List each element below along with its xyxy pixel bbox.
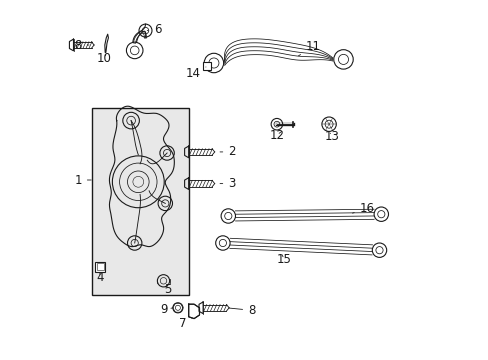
Text: 11: 11 <box>298 40 320 56</box>
Text: 9: 9 <box>161 303 173 316</box>
Text: 12: 12 <box>269 129 284 141</box>
Text: 5: 5 <box>164 283 172 296</box>
Text: 15: 15 <box>276 253 291 266</box>
Text: 7: 7 <box>178 317 191 330</box>
Text: 4: 4 <box>96 271 103 284</box>
Bar <box>95 262 105 272</box>
Text: 8: 8 <box>229 304 255 317</box>
Text: 13: 13 <box>324 130 338 143</box>
Bar <box>91 108 188 295</box>
Polygon shape <box>104 34 108 52</box>
Polygon shape <box>188 304 199 319</box>
Text: 8: 8 <box>74 39 89 51</box>
Text: 16: 16 <box>352 202 374 215</box>
Text: 14: 14 <box>185 67 205 80</box>
Text: 10: 10 <box>97 52 111 65</box>
Bar <box>203 62 211 70</box>
Text: 6: 6 <box>147 23 161 36</box>
Text: 1: 1 <box>74 174 91 186</box>
Text: 2: 2 <box>220 145 235 158</box>
Bar <box>96 263 103 270</box>
Text: 3: 3 <box>220 177 235 190</box>
